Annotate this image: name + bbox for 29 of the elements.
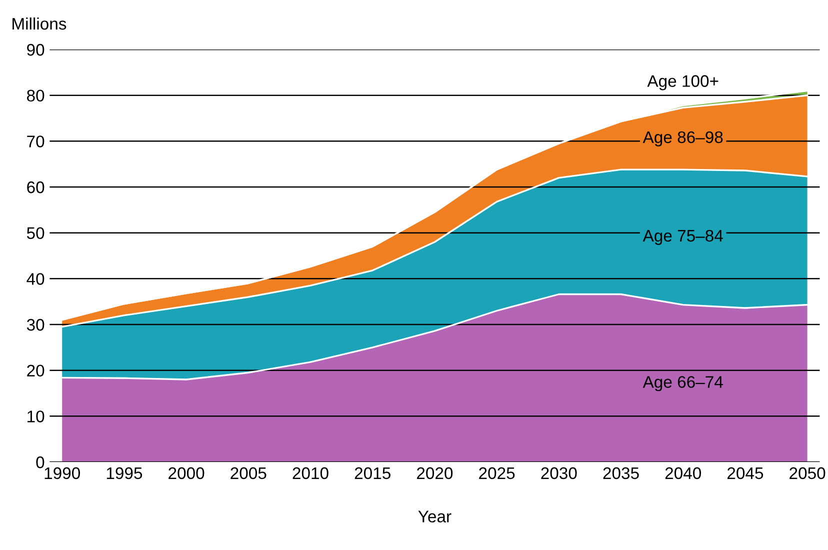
y-tick-label: 70 [27, 136, 44, 148]
series-label: Age 100+ [647, 75, 718, 90]
x-tick-label: 1990 [44, 467, 80, 480]
y-tick-label: 60 [27, 181, 44, 194]
x-tick-label: 2045 [728, 467, 764, 480]
series-label: Age 86–98 [642, 131, 723, 146]
series-label: Age 75–84 [642, 230, 723, 245]
x-tick-label: 2000 [168, 467, 204, 480]
y-tick-label: 0 [36, 456, 44, 468]
x-tick-label: 2005 [230, 467, 266, 480]
x-tick-label: 2020 [417, 467, 453, 480]
series-label: Age 66–74 [642, 376, 723, 392]
x-tick-label: 2025 [479, 467, 515, 480]
y-tick-label: 30 [26, 318, 44, 331]
x-tick-label: 2040 [665, 467, 701, 480]
x-tick-label: 2035 [603, 467, 639, 480]
x-tick-label: 2030 [541, 467, 577, 480]
x-axis-title: Year [418, 510, 452, 522]
y-tick-label: 50 [26, 227, 44, 240]
y-tick-label: 90 [27, 44, 44, 56]
x-tick-label: 2010 [292, 467, 328, 480]
y-axis-title: Millions [12, 17, 66, 30]
x-tick-label: 1995 [106, 467, 142, 480]
x-tick-label: 2050 [790, 467, 826, 480]
y-tick-label: 20 [27, 364, 44, 377]
y-tick-label: 10 [28, 410, 44, 422]
x-tick-label: 2015 [354, 467, 390, 480]
y-tick-label: 40 [26, 273, 44, 285]
y-tick-label: 80 [27, 90, 44, 102]
